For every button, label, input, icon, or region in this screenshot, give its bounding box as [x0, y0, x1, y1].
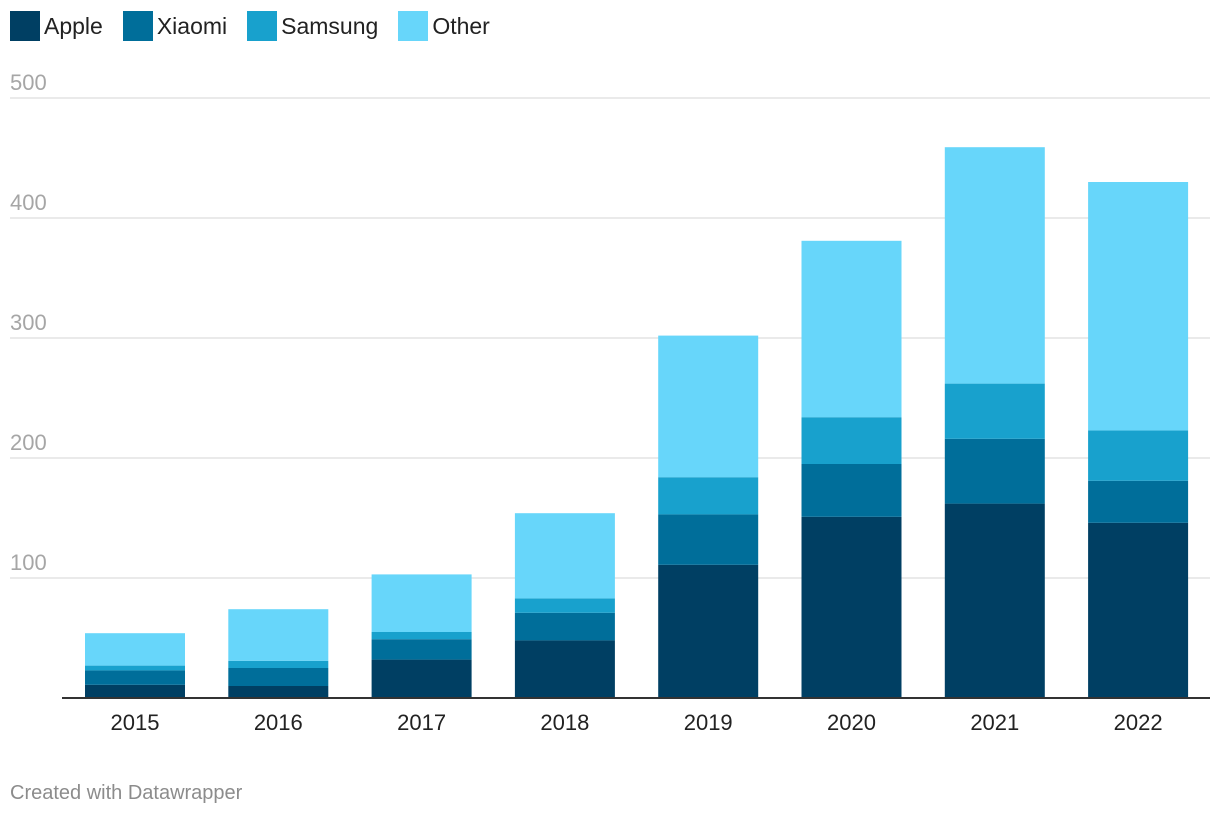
x-tick-label-2021: 2021 [970, 710, 1019, 735]
bar-samsung-2018 [514, 598, 615, 613]
x-tick-label-2022: 2022 [1114, 710, 1163, 735]
legend-label-xiaomi: Xiaomi [156, 12, 228, 39]
bar-samsung-2017 [371, 632, 472, 640]
legend-item-samsung: Samsung [247, 11, 378, 41]
bar-other-2021 [944, 147, 1045, 384]
bar-apple-2022 [1088, 522, 1189, 698]
bar-samsung-2022 [1088, 430, 1189, 481]
bar-xiaomi-2018 [514, 612, 615, 641]
bar-apple-2021 [944, 503, 1045, 698]
legend-item-other: Other [398, 11, 490, 41]
bar-apple-2020 [801, 516, 902, 698]
bar-xiaomi-2021 [944, 438, 1045, 504]
bar-xiaomi-2020 [801, 464, 902, 517]
bar-xiaomi-2016 [228, 668, 329, 686]
x-tick-label-2018: 2018 [540, 710, 589, 735]
bar-samsung-2016 [228, 660, 329, 668]
y-tick-label-500: 500 [10, 70, 47, 95]
bar-samsung-2020 [801, 417, 902, 464]
bar-other-2017 [371, 574, 472, 632]
y-tick-label-300: 300 [10, 310, 47, 335]
bar-apple-2019 [658, 564, 759, 698]
footer-credit: Created with Datawrapper [10, 782, 243, 804]
bar-other-2022 [1088, 182, 1189, 431]
bar-other-2018 [514, 513, 615, 599]
legend-swatch-apple [10, 11, 40, 41]
legend-swatch-other [398, 11, 429, 41]
bar-xiaomi-2015 [85, 670, 185, 685]
x-tick-label-2015: 2015 [111, 710, 160, 735]
bar-samsung-2015 [85, 665, 185, 671]
legend-label-apple: Apple [44, 12, 103, 39]
legend-swatch-samsung [247, 11, 278, 41]
legend-item-apple: Apple [10, 11, 103, 41]
x-tick-label-2020: 2020 [827, 710, 876, 735]
bar-apple-2018 [514, 640, 615, 698]
bar-other-2015 [85, 633, 185, 666]
y-tick-label-100: 100 [10, 550, 47, 575]
legend-label-other: Other [432, 12, 490, 39]
bar-apple-2015 [85, 684, 185, 698]
bar-apple-2016 [228, 686, 329, 698]
bar-xiaomi-2017 [371, 639, 472, 660]
bar-other-2019 [658, 335, 759, 478]
y-tick-label-400: 400 [10, 190, 47, 215]
legend-label-samsung: Samsung [281, 12, 379, 39]
bar-samsung-2021 [944, 383, 1045, 439]
x-tick-label-2019: 2019 [684, 710, 733, 735]
x-tick-label-2017: 2017 [397, 710, 446, 735]
bar-xiaomi-2022 [1088, 480, 1189, 523]
bar-other-2020 [801, 240, 902, 418]
bar-xiaomi-2019 [658, 514, 759, 565]
legend-swatch-xiaomi [122, 11, 153, 41]
x-tick-label-2016: 2016 [254, 710, 303, 735]
y-tick-label-200: 200 [10, 430, 47, 455]
bar-apple-2017 [371, 659, 472, 698]
legend: Apple Xiaomi Samsung Other [10, 11, 510, 41]
bar-other-2016 [228, 609, 329, 661]
bar-samsung-2019 [658, 477, 759, 515]
legend-item-xiaomi: Xiaomi [122, 11, 228, 41]
